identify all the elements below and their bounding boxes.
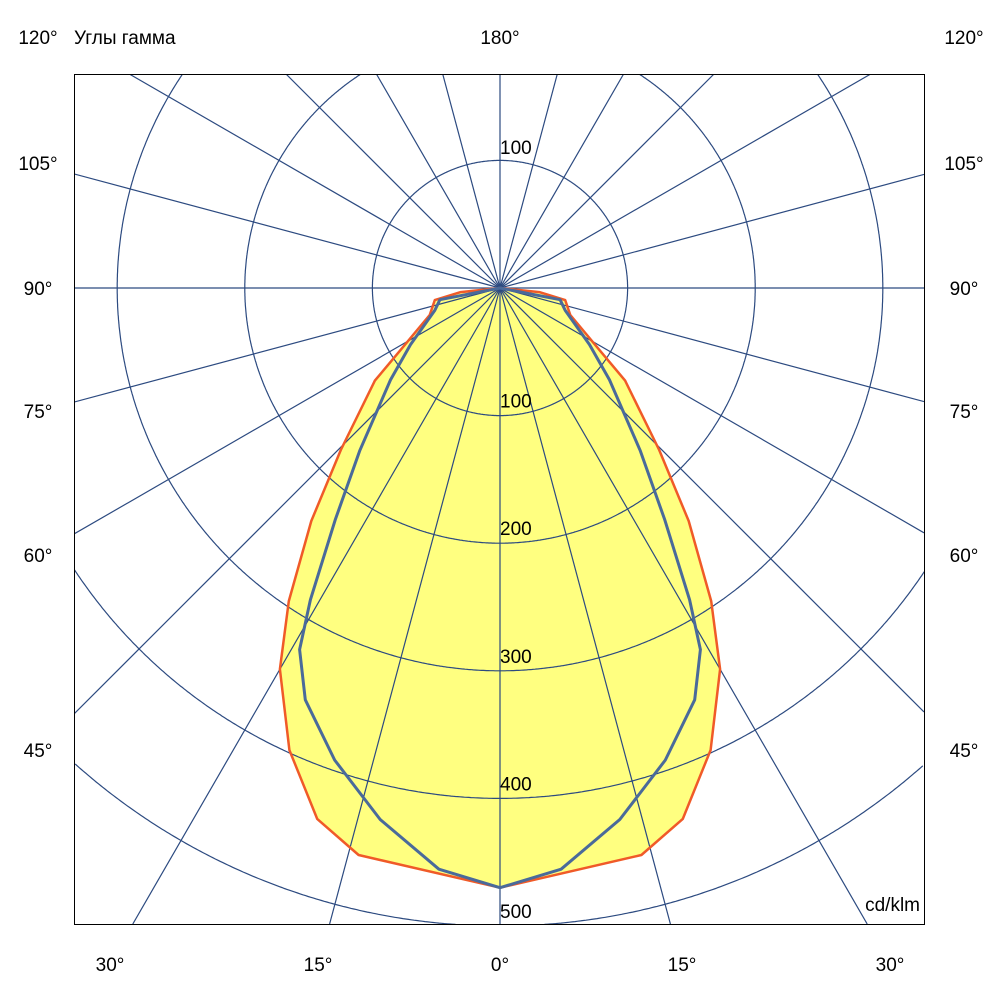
angle-label-right: 90° xyxy=(950,279,979,300)
angle-label-left: 45° xyxy=(24,741,53,762)
angle-label-bottom: 30° xyxy=(876,955,905,976)
grid-spoke-330 xyxy=(132,287,501,924)
grid-spoke-315 xyxy=(74,287,501,715)
grid-spoke-105 xyxy=(499,173,924,289)
angle-label-right: 45° xyxy=(950,741,979,762)
angle-label-top: 180° xyxy=(480,28,519,49)
angle-label-right: 105° xyxy=(944,154,983,175)
ring-label-500: 500 xyxy=(500,902,532,923)
grid-spoke-165 xyxy=(499,74,558,289)
grid-spoke-195 xyxy=(442,74,501,289)
chart-title: Углы гамма xyxy=(74,28,176,49)
grid-spoke-225 xyxy=(285,74,501,289)
angle-label-right: 60° xyxy=(950,546,979,567)
grid-spoke-75 xyxy=(499,287,924,403)
plot-frame xyxy=(74,74,925,925)
grid-ring-500 xyxy=(74,763,924,924)
angle-label-left: 90° xyxy=(24,279,53,300)
grid-spoke-345 xyxy=(329,287,501,924)
grid-spoke-15 xyxy=(499,287,671,924)
angle-label-bottom: 15° xyxy=(304,955,333,976)
grid-spoke-45 xyxy=(499,287,924,713)
angle-label-right: 75° xyxy=(950,402,979,423)
angle-label-bottom: 30° xyxy=(96,955,125,976)
angle-label-left: 105° xyxy=(18,154,57,175)
angle-label-bottom: 15° xyxy=(668,955,697,976)
angle-label-left: 75° xyxy=(24,402,53,423)
grid-ring-200 xyxy=(244,74,756,544)
grid-ring-400 xyxy=(74,569,924,799)
ring-label-top: 100 xyxy=(500,138,532,159)
grid-spoke-255 xyxy=(74,173,501,289)
grid-spoke-150 xyxy=(499,74,625,289)
grid-ring-300 xyxy=(116,74,884,672)
ring-label-400: 400 xyxy=(500,774,532,795)
grid-spoke-210 xyxy=(375,74,501,289)
angle-label-bottom: 0° xyxy=(491,955,509,976)
grid-spoke-60 xyxy=(499,287,924,534)
unit-label: cd/klm xyxy=(865,895,920,916)
angle-label-left: 60° xyxy=(24,546,53,567)
grid-spoke-30 xyxy=(499,287,868,924)
angle-label-left: 120° xyxy=(18,28,57,49)
grid-spoke-240 xyxy=(129,74,501,289)
grid-spoke-120 xyxy=(499,74,871,289)
ring-label-200: 200 xyxy=(500,519,532,540)
grid-spoke-285 xyxy=(74,287,501,403)
ring-label-300: 300 xyxy=(500,647,532,668)
grid-spoke-300 xyxy=(74,287,501,535)
grid-spoke-135 xyxy=(499,74,715,289)
angle-label-right: 120° xyxy=(944,28,983,49)
ring-label-100: 100 xyxy=(500,392,532,413)
